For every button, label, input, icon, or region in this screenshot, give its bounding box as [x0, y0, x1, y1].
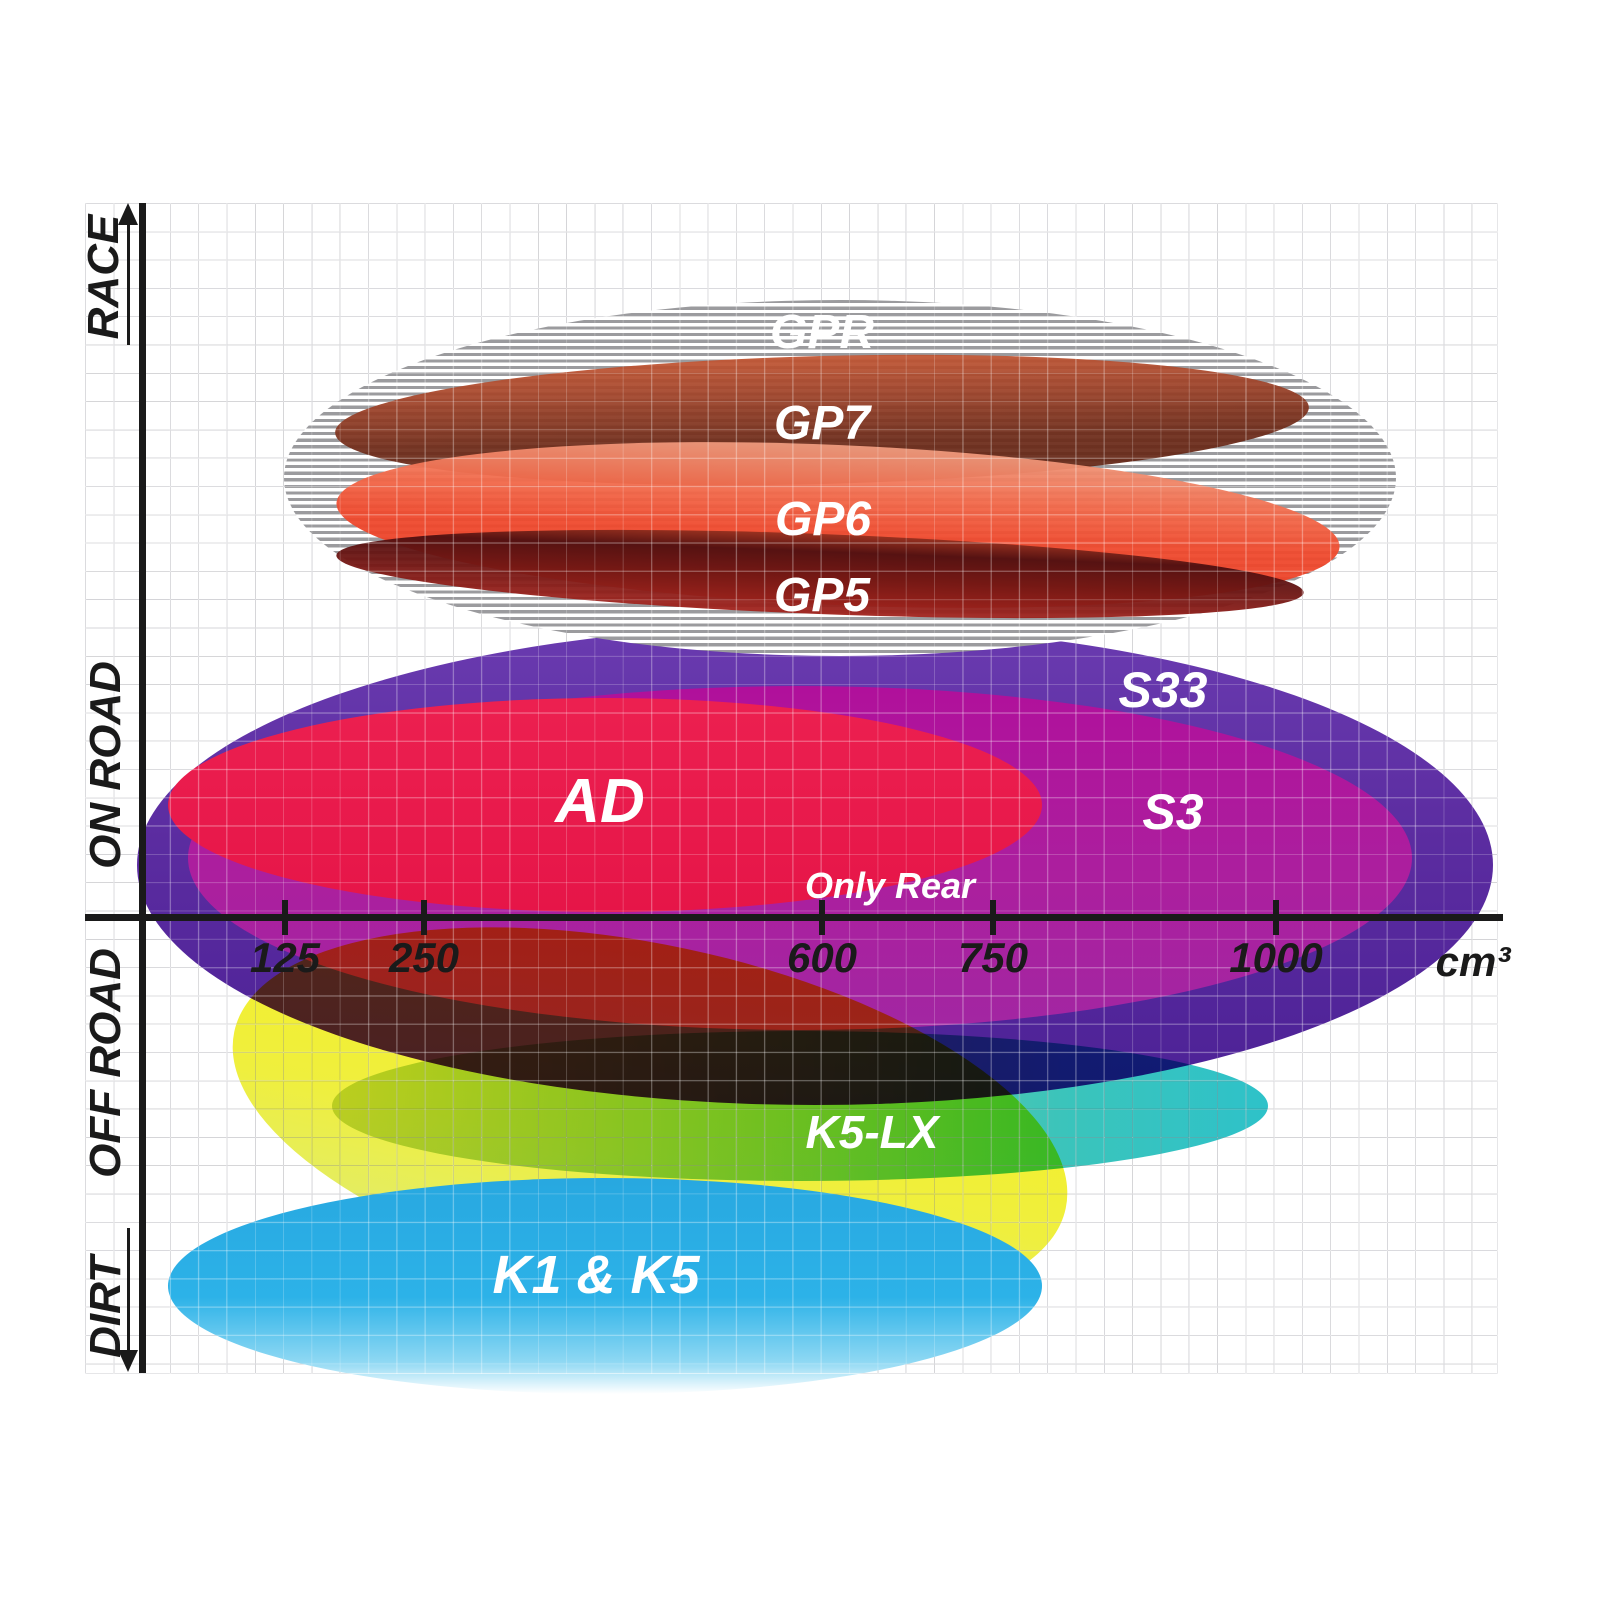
x-axis-unit-label: cm³ — [1435, 938, 1511, 985]
y-axis-label-off-road: OFF ROAD — [81, 948, 130, 1178]
gp5-label: GP5 — [773, 569, 871, 622]
x-axis-tick — [990, 900, 996, 935]
region-k5lx — [332, 1031, 1268, 1181]
x-axis-tick — [282, 900, 288, 935]
s3-label: S3 — [1142, 784, 1204, 840]
x-tick-label-250: 250 — [388, 934, 460, 981]
gpr-label: GPR — [769, 306, 875, 359]
x-tick-label-750: 750 — [957, 934, 1029, 981]
x-tick-label-125: 125 — [249, 934, 321, 981]
only-rear-label: Only Rear — [804, 865, 976, 906]
k1k5-label: K1 & K5 — [492, 1245, 700, 1305]
y-axis-line — [139, 203, 146, 1373]
x-axis-tick — [421, 900, 427, 935]
s33-label: S33 — [1118, 662, 1208, 718]
y-axis-label-race: RACE — [79, 214, 128, 340]
ad-label: AD — [555, 767, 645, 836]
y-axis-label-on-road: ON ROAD — [81, 661, 130, 869]
k5lx-label: K5-LX — [805, 1106, 939, 1158]
x-tick-label-1000: 1000 — [1229, 934, 1323, 981]
y-axis-label-dirt: DIRT — [81, 1256, 130, 1358]
gp6-label: GP6 — [774, 493, 872, 546]
x-tick-label-600: 600 — [786, 934, 858, 981]
gp7-label: GP7 — [773, 397, 871, 450]
x-axis-line — [85, 914, 1503, 921]
x-axis-tick — [1273, 900, 1279, 935]
